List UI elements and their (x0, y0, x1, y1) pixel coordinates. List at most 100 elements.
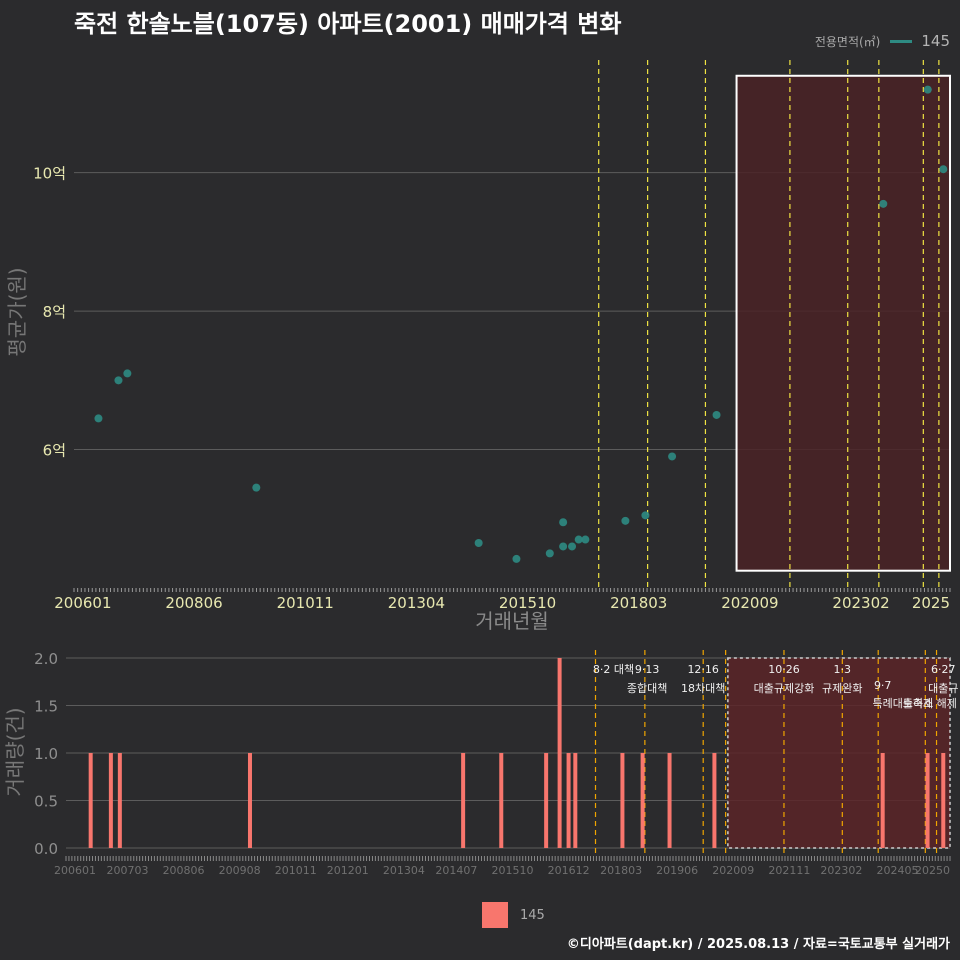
annotation-label: 9·7 (874, 679, 892, 692)
data-point (559, 518, 568, 527)
volume-highlight-box (727, 657, 951, 849)
volume-bar-chart: 8·2 대책 9·13 종합대책 12·16 18차대책 10·26 대출규제강화 1·3 규제… (3, 650, 958, 877)
x-tick-label: 2025 (912, 594, 950, 612)
chart-title: 죽전 한솔노블(107동) 아파트(2001) 매매가격 변화 (74, 10, 622, 38)
main-policy-lines (598, 60, 940, 588)
volume-x-tick-label: 201304 (383, 864, 425, 877)
data-point (559, 542, 568, 551)
x-tick-label: 201510 (499, 594, 556, 612)
y-tick-label: 6억 (43, 442, 66, 460)
data-point (641, 511, 650, 520)
volume-highlight-layer (727, 657, 951, 849)
data-point (252, 483, 261, 492)
volume-bar (117, 753, 122, 848)
volume-x-tick-label: 201612 (548, 864, 590, 877)
annotation-label: 토허제 해제 (903, 696, 957, 710)
volume-y-tick-label: 0.5 (34, 793, 58, 811)
volume-bar (640, 753, 645, 848)
volume-x-tick-label: 200806 (163, 864, 205, 877)
data-point (712, 410, 721, 419)
volume-x-tick-label: 201510 (491, 864, 533, 877)
volume-x-tick-label: 202302 (820, 864, 862, 877)
volume-bar (880, 753, 885, 848)
volume-bar (925, 753, 930, 848)
volume-bar (620, 753, 625, 848)
legend-bottom: 145 (482, 902, 545, 928)
x-tick-label: 202009 (721, 594, 778, 612)
volume-y-tick-label: 1.5 (34, 698, 58, 716)
legend-line-icon (890, 39, 913, 43)
volume-bar (247, 753, 252, 848)
data-point (545, 549, 554, 558)
data-point (512, 554, 521, 563)
legend-top: 전용면적(㎡) 145 (815, 32, 950, 50)
data-point (574, 535, 583, 544)
data-point (621, 516, 630, 525)
annotation-date: 9·13 (635, 663, 660, 676)
data-point (474, 539, 483, 548)
volume-x-tick-label: 201906 (656, 864, 698, 877)
y-tick-label: 8억 (43, 303, 66, 321)
volume-axis: 0.0 0.5 1.0 1.5 2.0 200601 200703 200806 200908 2… (34, 650, 951, 877)
annotation-label: 종합대책 (627, 682, 667, 695)
annotation-label: 대출규 (928, 682, 958, 695)
x-tick-label: 202302 (832, 594, 889, 612)
x-tick-label: 201011 (277, 594, 334, 612)
data-point (668, 452, 677, 461)
data-point (114, 376, 123, 385)
volume-x-tick-label: 202009 (712, 864, 754, 877)
volume-bar (544, 753, 549, 848)
annotation-date: 10·26 (768, 663, 800, 676)
annotation-date: 12·16 (687, 663, 719, 676)
legend-top-label: 전용면적(㎡) (814, 34, 881, 49)
volume-x-tick-label: 200703 (106, 864, 148, 877)
x-axis-label: 거래년월 (475, 609, 549, 633)
legend-bottom-value: 145 (520, 907, 545, 923)
volume-x-tick-label: 201011 (275, 864, 317, 877)
annotation-date: 1·3 (834, 663, 852, 676)
volume-bar (557, 658, 562, 848)
data-point (939, 165, 948, 174)
data-point (568, 542, 577, 551)
data-point (94, 414, 103, 423)
data-point (923, 85, 932, 94)
x-tick-label: 200806 (165, 594, 222, 612)
volume-y-tick-label: 1.0 (34, 745, 58, 763)
y-tick-label: 10억 (33, 165, 66, 183)
volume-x-tick-label: 200908 (219, 864, 261, 877)
main-axis: 6억 8억 10억 200601 200806 201011 201304 201510 201… (33, 165, 951, 612)
volume-bar (88, 753, 93, 848)
main-points (94, 85, 948, 563)
volume-policy-lines (594, 650, 938, 856)
volume-bar (499, 753, 504, 848)
x-tick-label: 201803 (610, 594, 667, 612)
volume-bar (941, 753, 946, 848)
legend-top-value: 145 (921, 32, 950, 50)
volume-y-tick-label: 2.0 (34, 650, 58, 668)
volume-x-tick-label: 202111 (768, 864, 810, 877)
volume-bar (566, 753, 571, 848)
volume-x-tick-label: 201407 (435, 864, 477, 877)
annotation-label: 규제완화 (822, 682, 862, 695)
source-credit: ©디아파트(dapt.kr) / 2025.08.13 / 자료=국토교통부 실… (566, 937, 950, 952)
data-point (581, 535, 590, 544)
volume-bar (461, 753, 466, 848)
highlight-box (735, 74, 951, 572)
price-scatter-chart: 6억 8억 10억 200601 200806 201011 201304 201510 201… (5, 60, 951, 633)
annotation-label: 18차대책 (681, 682, 725, 695)
data-point (123, 369, 132, 378)
volume-x-tick-label: 20250 (915, 864, 950, 877)
main-highlight-layer (735, 74, 951, 572)
volume-bar (712, 753, 717, 848)
x-tick-label: 200601 (54, 594, 111, 612)
volume-bar (108, 753, 113, 848)
annotation-date: 6·27 (931, 663, 956, 676)
volume-bar (667, 753, 672, 848)
volume-x-tick-label: 201201 (327, 864, 369, 877)
volume-x-tick-label: 202405 (876, 864, 918, 877)
volume-bars (88, 658, 946, 848)
volume-bar (573, 753, 578, 848)
volume-x-tick-label: 200601 (54, 864, 96, 877)
y-axis-label: 평균가(원) (5, 267, 29, 356)
volume-y-tick-label: 0.0 (34, 840, 58, 858)
